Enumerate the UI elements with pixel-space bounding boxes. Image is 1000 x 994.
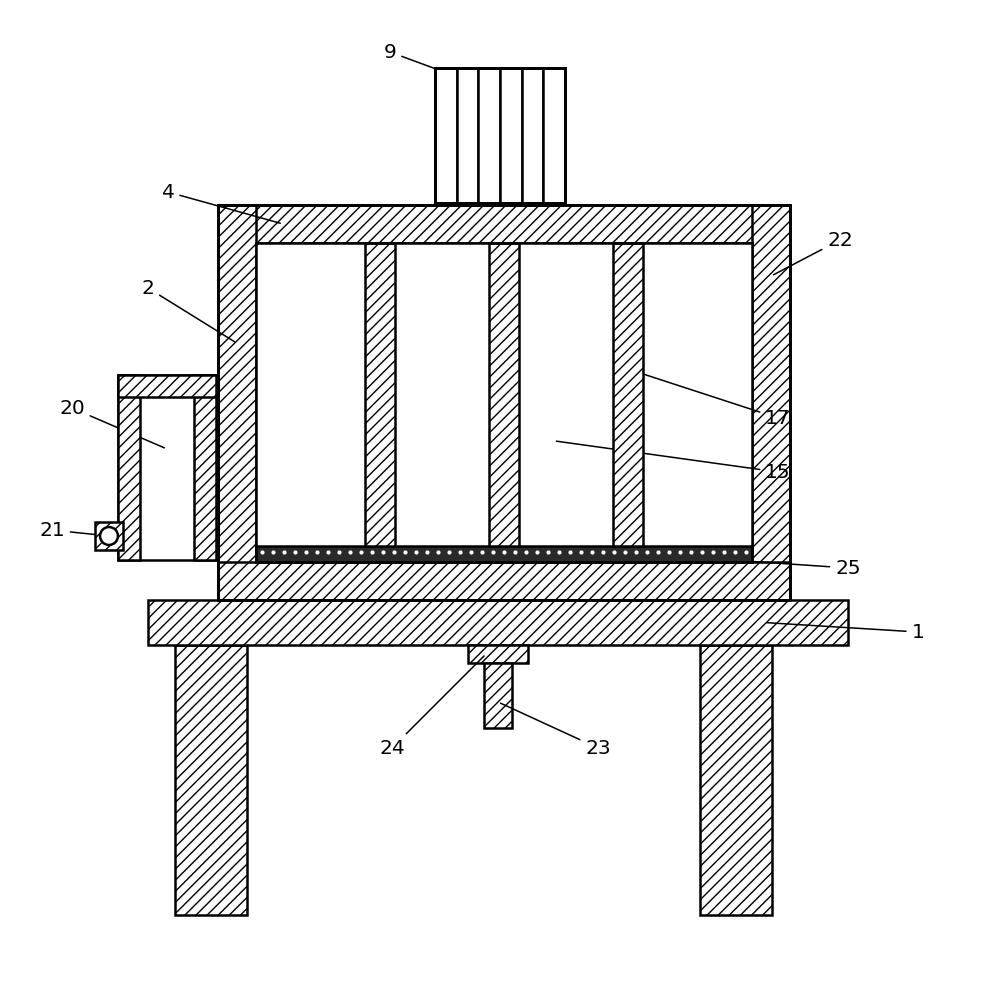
Bar <box>218 562 790 600</box>
Text: 4: 4 <box>162 183 280 224</box>
Bar <box>500 68 522 203</box>
Bar <box>218 205 256 600</box>
Bar <box>457 68 478 203</box>
Bar <box>435 203 565 205</box>
Bar <box>256 546 752 562</box>
Bar <box>484 663 512 728</box>
Bar <box>468 645 528 663</box>
Text: 9: 9 <box>384 43 471 83</box>
Bar <box>218 205 790 243</box>
Text: 22: 22 <box>773 231 853 274</box>
Bar <box>365 243 395 546</box>
Text: 15: 15 <box>556 441 791 481</box>
Bar <box>148 600 848 645</box>
Bar <box>118 375 216 397</box>
Text: 17: 17 <box>616 365 791 427</box>
Bar <box>613 243 643 546</box>
Text: 2: 2 <box>142 278 235 342</box>
Bar <box>218 205 790 600</box>
Bar <box>256 243 752 562</box>
Bar <box>700 645 772 915</box>
Circle shape <box>100 527 118 545</box>
Bar <box>175 645 247 915</box>
Text: 20: 20 <box>59 399 164 448</box>
Bar <box>95 522 123 550</box>
Text: 23: 23 <box>501 703 611 757</box>
Bar <box>118 375 140 560</box>
Bar <box>522 68 543 203</box>
Text: 24: 24 <box>379 656 484 757</box>
Bar <box>489 243 519 546</box>
Bar <box>194 375 216 560</box>
Text: 21: 21 <box>39 521 106 540</box>
Bar <box>478 68 500 203</box>
Text: 1: 1 <box>767 622 924 641</box>
Bar <box>435 68 565 203</box>
Bar <box>752 205 790 600</box>
Bar <box>435 68 457 203</box>
Bar <box>218 205 790 600</box>
Bar <box>543 68 565 203</box>
Bar <box>118 375 216 560</box>
Text: 25: 25 <box>646 555 861 578</box>
